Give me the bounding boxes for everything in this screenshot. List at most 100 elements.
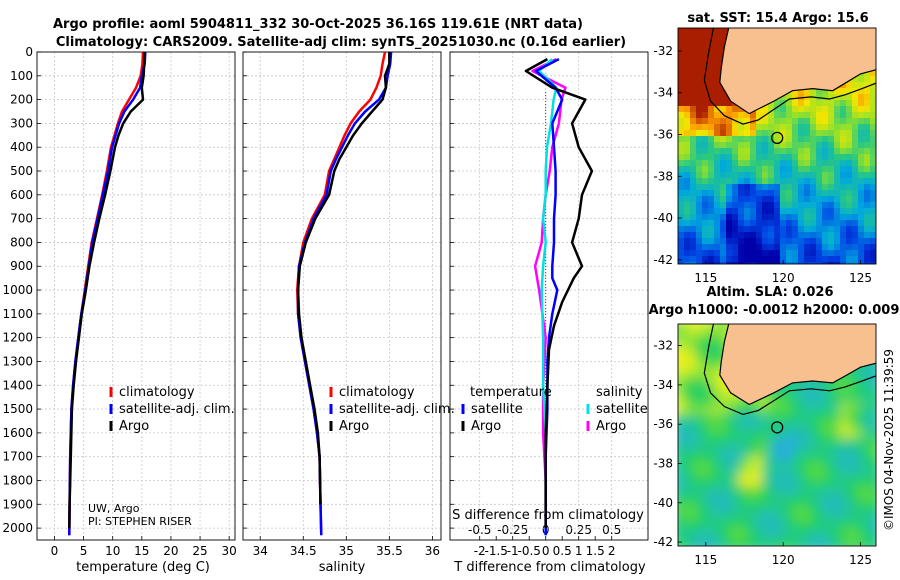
map-cell [696, 546, 703, 553]
map-cell [870, 232, 876, 239]
map-cell [798, 100, 805, 107]
map-cell [720, 268, 727, 275]
map-cell [810, 268, 817, 275]
map-cell [786, 136, 793, 143]
map-cell [684, 444, 691, 451]
map-cell [852, 324, 859, 325]
map-cell [834, 232, 841, 239]
map-cell [726, 256, 733, 263]
map-cell [858, 546, 865, 553]
map-cell [786, 540, 793, 546]
map-cell [708, 360, 715, 367]
map-cell [678, 390, 685, 397]
map-cell [762, 468, 769, 475]
map-cell [684, 160, 691, 167]
map-cell [834, 244, 841, 251]
map-cell [720, 522, 727, 529]
map-cell [768, 396, 775, 403]
map-cell [792, 244, 799, 251]
map-cell [870, 420, 876, 427]
depth-tick-label: 500 [10, 164, 33, 178]
map-cell [810, 390, 817, 397]
map-cell [876, 232, 883, 239]
map-cell [816, 546, 823, 553]
map-cell [732, 516, 739, 523]
map-cell [846, 202, 853, 209]
map-cell [690, 468, 697, 475]
map-cell [804, 190, 811, 197]
map-cell [714, 88, 721, 95]
map-cell [852, 94, 859, 101]
map-cell [702, 498, 709, 505]
map-cell [726, 426, 733, 433]
map-cell [798, 178, 805, 185]
map-cell [678, 450, 685, 457]
map-cell [750, 492, 757, 499]
map-cell [774, 196, 781, 203]
map-cell [876, 64, 883, 71]
map-cell [834, 250, 841, 257]
map-cell [762, 106, 769, 113]
map-cell [714, 202, 721, 209]
map-cell [714, 408, 721, 415]
map-cell [768, 528, 775, 535]
map-cell [726, 444, 733, 451]
map-cell [864, 172, 871, 179]
map-cell [828, 522, 835, 529]
map-cell [852, 510, 859, 517]
map-cell [690, 492, 697, 499]
map-cell [798, 172, 805, 179]
map-cell [684, 360, 691, 367]
map-cell [762, 262, 769, 264]
map-cell [852, 82, 859, 89]
map-cell [732, 172, 739, 179]
map-cell [822, 88, 829, 95]
map-cell [756, 262, 763, 264]
map-cell [828, 510, 835, 517]
map-cell [678, 396, 685, 403]
map-cell [702, 214, 709, 221]
map-cell [738, 408, 745, 415]
map-cell [678, 28, 685, 35]
map-cell [684, 106, 691, 113]
map-cell [702, 166, 709, 173]
map-cell [768, 438, 775, 445]
map-cell [870, 408, 876, 415]
map-cell [738, 238, 745, 245]
map-cell [744, 190, 751, 197]
map-cell [846, 166, 853, 173]
map-cell [822, 534, 829, 541]
map-cell [768, 456, 775, 463]
map-cell [870, 172, 876, 179]
map-cell [720, 498, 727, 505]
map-cell [840, 130, 847, 137]
map-cell [768, 444, 775, 451]
map-cell [702, 348, 709, 355]
lat-tick-label: -34 [653, 86, 673, 100]
map-cell [822, 492, 829, 499]
map-cell [810, 444, 817, 451]
map-cell [846, 438, 853, 445]
map-cell [774, 262, 781, 264]
map-cell [822, 516, 829, 523]
map-cell [702, 354, 709, 361]
map-cell [762, 142, 769, 149]
map-cell [696, 324, 703, 331]
map-cell [822, 238, 829, 245]
map-cell [714, 546, 721, 553]
map-cell [738, 510, 745, 517]
map-cell [732, 214, 739, 221]
map-cell [732, 324, 739, 325]
map-cell [804, 208, 811, 215]
map-cell [780, 118, 787, 125]
map-cell [828, 498, 835, 505]
map-cell [690, 390, 697, 397]
map-cell [744, 256, 751, 263]
map-cell [810, 504, 817, 511]
map-cell [846, 244, 853, 251]
map-cell [702, 52, 709, 59]
map-cell [714, 52, 721, 59]
map-cell [696, 414, 703, 421]
map-cell [876, 330, 883, 337]
map-cell [744, 324, 751, 325]
